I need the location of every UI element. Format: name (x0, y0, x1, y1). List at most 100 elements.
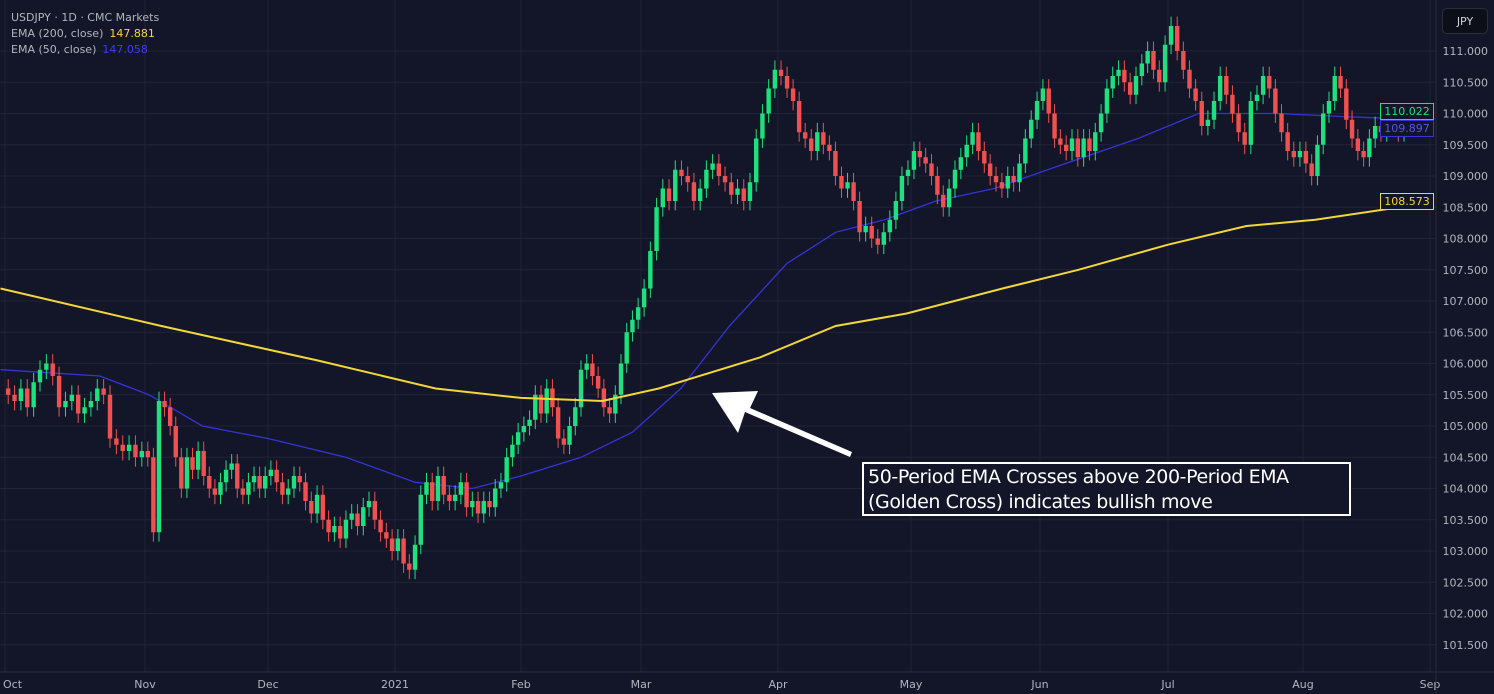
candle-body (481, 501, 486, 514)
candle-body (1017, 163, 1022, 183)
candle-body (747, 182, 753, 201)
candle-body (679, 169, 684, 176)
candle-body (887, 219, 893, 233)
candle-body (1355, 138, 1361, 151)
candle-body (464, 482, 469, 508)
x-tick-label: Mar (631, 678, 652, 691)
candle-body (863, 226, 868, 233)
candle-body (905, 169, 911, 176)
candle-body (970, 132, 975, 145)
candle-body (573, 407, 578, 426)
candle-body (1326, 101, 1332, 114)
candle-body (515, 432, 521, 445)
candle-body (815, 132, 820, 151)
candle-body (218, 482, 223, 495)
candle-body (1162, 44, 1168, 83)
candle-body (893, 201, 899, 220)
candle-body (69, 394, 75, 401)
candle-body (424, 482, 429, 495)
candle-body (510, 444, 515, 458)
y-tick-label: 106.500 (1443, 326, 1489, 339)
candle-body (447, 494, 452, 501)
candle-body (1175, 26, 1180, 51)
candle-body (1127, 82, 1133, 95)
candle-body (555, 407, 561, 439)
y-tick-label: 102.000 (1443, 608, 1489, 621)
candle-body (993, 176, 999, 183)
candle-body (624, 332, 629, 364)
annotation-line-2: (Golden Cross) indicates bullish move (868, 491, 1213, 513)
candle-body (790, 88, 796, 101)
candle-body (710, 163, 715, 170)
candle-body (673, 169, 678, 201)
candle-body (533, 394, 538, 420)
candle-body (561, 438, 567, 445)
candle-body (326, 519, 331, 533)
candle-body (246, 482, 251, 495)
candle-body (1361, 151, 1366, 158)
candle-body (648, 251, 653, 289)
y-tick-label: 103.000 (1443, 545, 1489, 558)
candle-body (1005, 176, 1010, 189)
candle-body (418, 494, 423, 545)
candle-body (1104, 88, 1110, 114)
y-tick-label: 104.500 (1443, 451, 1489, 464)
x-tick-label: Nov (134, 678, 156, 691)
y-tick-label: 104.000 (1443, 483, 1489, 496)
candle-body (63, 401, 68, 408)
candle-body (179, 457, 184, 489)
candle-body (833, 151, 838, 176)
ema50-legend: EMA (50, close) 147.058 (11, 42, 159, 58)
candle-body (1315, 144, 1320, 176)
x-tick-label: Jun (1030, 678, 1048, 691)
candle-body (1093, 132, 1098, 151)
symbol-line: USDJPY · 1D · CMC Markets (11, 11, 160, 24)
y-tick-label: 109.000 (1443, 170, 1489, 183)
candle-body (976, 132, 981, 151)
currency-button[interactable]: JPY (1442, 8, 1488, 34)
candle-body (120, 444, 125, 451)
candle-body (235, 463, 240, 489)
candle-body (12, 394, 17, 401)
candle-body (722, 176, 728, 183)
candle-body (809, 138, 814, 151)
candle-body (156, 401, 162, 533)
candle-body (613, 394, 618, 414)
candle-body (1285, 132, 1290, 151)
candle-body (337, 526, 343, 539)
candle-body (964, 144, 969, 158)
candle-body (1297, 151, 1303, 158)
candle-body (691, 182, 697, 201)
candle-body (407, 563, 412, 570)
y-tick-label: 106.000 (1443, 358, 1489, 371)
ema200-value: 147.881 (109, 27, 155, 40)
candle-body (1236, 113, 1241, 133)
candle-body (1058, 138, 1063, 145)
candle-body (82, 407, 87, 414)
ema200-price-tag: 108.573 (1380, 193, 1434, 210)
candle-body (452, 494, 458, 501)
candle-body (332, 526, 337, 533)
candle-body (618, 363, 624, 395)
candle-body (1349, 119, 1355, 139)
candle-body (538, 394, 544, 414)
candle-body (1279, 113, 1284, 133)
candle-body (95, 388, 100, 401)
candle-body (1181, 51, 1186, 70)
x-tick-label: Aug (1292, 678, 1313, 691)
candle-body (361, 507, 366, 526)
candle-body (1242, 132, 1247, 145)
candle-body (1052, 113, 1057, 139)
candle-body (827, 144, 832, 151)
candle-body (401, 538, 406, 564)
candle-body (1011, 176, 1016, 183)
x-tick-label: Sep (1420, 678, 1441, 691)
candle-body (1267, 76, 1272, 89)
candle-body (475, 501, 481, 514)
candle-body (716, 163, 722, 176)
candle-body (44, 363, 49, 370)
candle-body (303, 482, 308, 501)
candle-body (941, 194, 946, 208)
